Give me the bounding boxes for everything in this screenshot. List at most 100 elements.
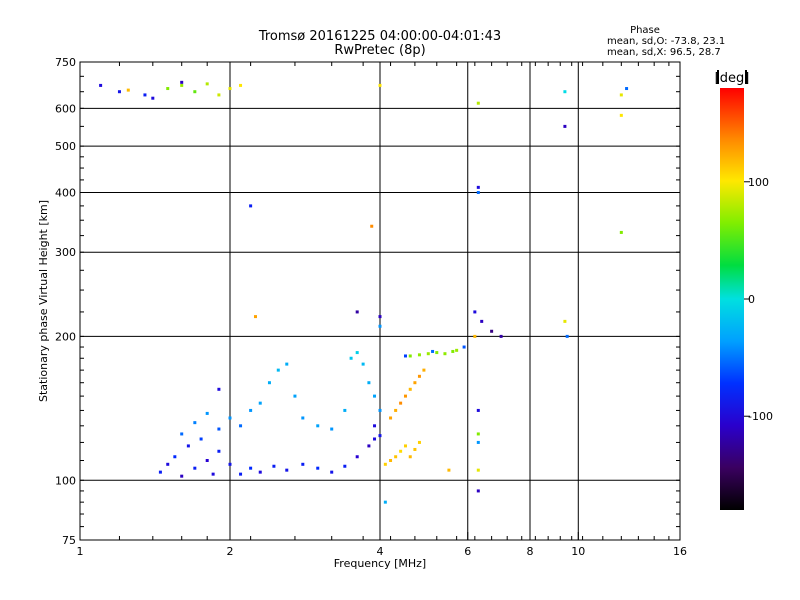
data-point <box>193 90 197 94</box>
data-point <box>565 334 569 338</box>
data-point <box>403 444 407 448</box>
data-point <box>443 352 447 356</box>
data-point <box>211 472 215 476</box>
data-point <box>239 83 243 87</box>
data-point <box>228 87 232 91</box>
data-point <box>370 224 374 228</box>
stats-x-mode: mean, sd,X: 96.5, 28.7 <box>607 47 721 58</box>
stats-o-mode: mean, sd,O: -73.8, 23.1 <box>607 36 725 47</box>
data-point <box>267 381 271 385</box>
data-point <box>205 411 209 415</box>
data-point <box>285 468 289 472</box>
data-point <box>476 408 480 412</box>
data-point <box>205 82 209 86</box>
colorbar <box>720 88 744 510</box>
data-point <box>239 424 243 428</box>
data-point <box>173 455 177 459</box>
data-point <box>417 374 421 378</box>
data-point <box>180 474 184 478</box>
data-point <box>383 462 387 466</box>
data-point <box>272 464 276 468</box>
data-point <box>151 96 155 100</box>
data-point <box>373 394 377 398</box>
x-tick-label: 16 <box>673 545 687 558</box>
data-point <box>490 329 494 333</box>
data-point <box>158 470 162 474</box>
colorbar-tick-label: 0 <box>748 293 755 306</box>
data-point <box>343 464 347 468</box>
data-point <box>476 432 480 436</box>
data-point <box>378 434 382 438</box>
data-point <box>413 381 417 385</box>
data-point <box>217 427 221 431</box>
chart-subtitle: RwPretec (8p) <box>334 43 425 58</box>
chart-title: Tromsø 20161225 04:00:00-04:01:43 <box>258 29 501 44</box>
data-point <box>473 310 477 314</box>
data-point <box>394 455 398 459</box>
colorbar-label-bracket-right <box>745 70 747 84</box>
data-point <box>239 472 243 476</box>
y-tick-label: 600 <box>55 102 76 115</box>
data-point <box>431 349 435 353</box>
data-point <box>383 500 387 504</box>
x-tick-label: 2 <box>227 545 234 558</box>
y-axis-label: Stationary phase Virtual Height [km] <box>37 200 50 402</box>
data-point <box>563 319 567 323</box>
x-tick-label: 8 <box>527 545 534 558</box>
data-point <box>193 466 197 470</box>
data-point <box>476 101 480 105</box>
data-point <box>258 470 262 474</box>
data-point <box>193 421 197 425</box>
data-point <box>349 356 353 360</box>
data-point <box>476 489 480 493</box>
data-point <box>619 113 623 117</box>
data-point <box>476 185 480 189</box>
data-point <box>205 458 209 462</box>
data-point <box>228 416 232 420</box>
data-point <box>563 90 567 94</box>
data-point <box>253 315 257 319</box>
x-tick-label: 6 <box>464 545 471 558</box>
data-point <box>217 449 221 453</box>
data-point <box>389 458 393 462</box>
colorbar-ticks: 100 0 -100 <box>744 176 773 423</box>
data-point <box>355 351 359 355</box>
data-point <box>619 93 623 97</box>
data-point <box>373 424 377 428</box>
data-point <box>301 462 305 466</box>
grid-lines <box>80 62 680 540</box>
colorbar-label-bracket-left <box>717 70 719 84</box>
stats-heading: Phase <box>630 25 660 36</box>
data-point <box>180 80 184 84</box>
data-point <box>476 190 480 194</box>
data-point <box>435 351 439 355</box>
data-point <box>373 437 377 441</box>
data-point <box>217 387 221 391</box>
data-point <box>301 416 305 420</box>
y-tick-label: 300 <box>55 246 76 259</box>
data-point <box>343 408 347 412</box>
data-point <box>473 334 477 338</box>
x-tick-label: 1 <box>77 545 84 558</box>
data-point <box>249 466 253 470</box>
data-point <box>249 204 253 208</box>
data-point <box>625 87 629 91</box>
data-point <box>99 83 103 87</box>
data-point <box>330 470 334 474</box>
data-point <box>126 88 130 92</box>
data-point <box>563 124 567 128</box>
data-point <box>180 432 184 436</box>
data-point <box>378 408 382 412</box>
data-point <box>417 440 421 444</box>
y-tick-label: 500 <box>55 140 76 153</box>
data-point <box>180 83 184 87</box>
data-point <box>394 408 398 412</box>
data-point <box>293 394 297 398</box>
data-point <box>355 310 359 314</box>
data-points <box>99 80 629 504</box>
data-point <box>228 462 232 466</box>
data-point <box>408 387 412 391</box>
data-point <box>499 334 503 338</box>
data-point <box>413 447 417 451</box>
data-point <box>422 368 426 372</box>
